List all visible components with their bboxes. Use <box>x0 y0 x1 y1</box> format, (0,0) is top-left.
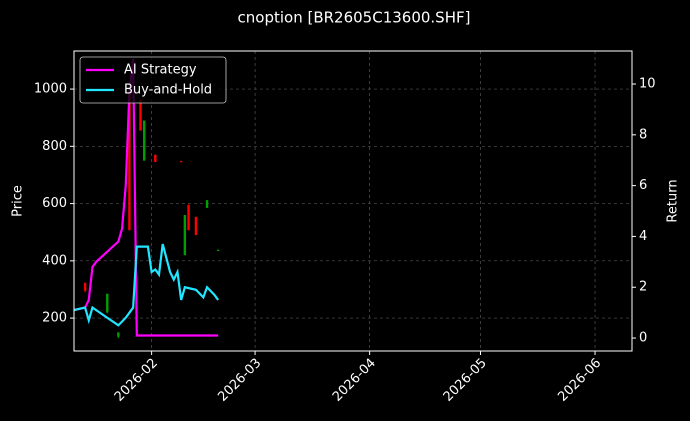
candle-body <box>179 161 183 163</box>
x-tick-label: 2026-03 <box>215 356 264 405</box>
plot-frame <box>73 50 633 352</box>
y2-axis-label: Return <box>666 179 681 222</box>
y2-tick-label: 10 <box>639 77 656 92</box>
y-tick-label: 600 <box>42 196 67 211</box>
x-tick-label: 2026-06 <box>555 356 604 405</box>
candle-body <box>128 93 131 231</box>
x-tick-label: 2026-05 <box>441 356 490 405</box>
y2-tick-label: 0 <box>639 331 647 346</box>
y-tick-label: 400 <box>42 253 67 268</box>
x-tick-label: 2026-04 <box>330 356 379 405</box>
y-tick-label: 200 <box>42 311 67 326</box>
candle-body <box>187 205 190 231</box>
y-axis-label: Price <box>11 185 26 217</box>
y2-tick-label: 2 <box>639 280 647 295</box>
candle-body <box>139 100 142 131</box>
y-tick-label: 1000 <box>34 82 67 97</box>
candle-body <box>183 215 187 256</box>
legend-label: Buy-and-Hold <box>124 83 212 98</box>
candle-body <box>154 154 157 163</box>
candle-body <box>83 283 87 291</box>
candle-body <box>106 293 109 313</box>
candle-body <box>205 200 209 208</box>
chart-title: cnoption [BR2605C13600.SHF] <box>238 9 471 27</box>
candle-body <box>143 120 146 161</box>
y2-tick-label: 8 <box>639 127 647 142</box>
y-tick-label: 800 <box>42 139 67 154</box>
x-tick-label: 2026-02 <box>112 356 161 405</box>
candle-body <box>216 249 220 251</box>
y2-tick-label: 6 <box>639 178 647 193</box>
y2-tick-label: 4 <box>639 229 647 244</box>
legend-box <box>79 56 227 104</box>
line-series <box>73 243 220 327</box>
legend-label: AI Strategy <box>124 63 197 78</box>
candle-body <box>117 332 120 337</box>
candle-body <box>194 217 198 236</box>
